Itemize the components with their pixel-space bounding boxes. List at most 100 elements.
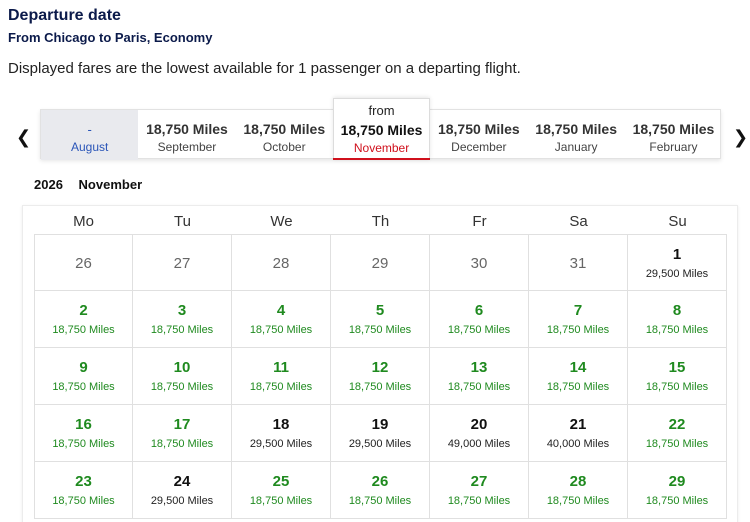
month-tab-november[interactable]: from 18,750 Miles November — [332, 98, 431, 160]
calendar-day-cell[interactable]: 7 18,750 Miles — [529, 291, 628, 348]
calendar-day-cell[interactable]: 6 18,750 Miles — [430, 291, 529, 348]
month-tab-august[interactable]: - August — [41, 110, 139, 160]
calendar-day-cell[interactable]: 17 18,750 Miles — [133, 405, 232, 462]
calendar-day-cell[interactable]: 21 40,000 Miles — [529, 405, 628, 462]
month-tab-october[interactable]: 18,750 Miles October — [236, 110, 333, 160]
day-fare: 18,750 Miles — [249, 495, 313, 507]
month-tab-september[interactable]: 18,750 Miles September — [138, 110, 235, 160]
calendar-day-cell[interactable]: 23 18,750 Miles — [34, 462, 133, 519]
calendar-day-cell[interactable]: 11 18,750 Miles — [232, 348, 331, 405]
calendar-day-cell[interactable]: 1 29,500 Miles — [628, 234, 727, 291]
month-label: January — [554, 140, 598, 154]
calendar-day-cell[interactable]: 8 18,750 Miles — [628, 291, 727, 348]
day-number: 13 — [470, 359, 488, 376]
month-tab-january[interactable]: 18,750 Miles January — [528, 110, 625, 160]
month-price: - — [87, 122, 92, 137]
day-number: 31 — [569, 255, 587, 272]
month-price: 18,750 Miles — [437, 121, 520, 137]
calendar-day-cell[interactable]: 18 29,500 Miles — [232, 405, 331, 462]
month-price: 18,750 Miles — [243, 121, 326, 137]
weekday-su: Su — [668, 213, 687, 230]
selected-month-underline — [332, 158, 431, 160]
day-number: 17 — [173, 416, 191, 433]
day-fare: 18,750 Miles — [645, 381, 709, 393]
day-fare: 29,500 Miles — [249, 438, 313, 450]
month-label: December — [451, 140, 507, 154]
day-number: 30 — [470, 255, 488, 272]
day-fare: 29,500 Miles — [348, 438, 412, 450]
calendar-day-cell[interactable]: 13 18,750 Miles — [430, 348, 529, 405]
chevron-right-icon[interactable]: ❯ — [733, 127, 749, 147]
day-number: 21 — [569, 416, 587, 433]
calendar-day-cell: 30 — [430, 234, 529, 291]
month-tab-december[interactable]: 18,750 Miles December — [430, 110, 527, 160]
page-title: Departure date — [8, 7, 121, 24]
calendar-day-cell[interactable]: 4 18,750 Miles — [232, 291, 331, 348]
calendar-day-cell[interactable]: 28 18,750 Miles — [529, 462, 628, 519]
day-number: 26 — [371, 473, 389, 490]
weekday-tu: Tu — [174, 213, 191, 230]
day-number: 25 — [272, 473, 290, 490]
day-fare: 18,750 Miles — [645, 324, 709, 336]
month-label: November — [353, 141, 410, 155]
month-label: February — [649, 140, 698, 154]
day-number: 15 — [668, 359, 686, 376]
calendar-day-cell[interactable]: 10 18,750 Miles — [133, 348, 232, 405]
calendar-day-cell[interactable]: 19 29,500 Miles — [331, 405, 430, 462]
calendar-day-cell: 31 — [529, 234, 628, 291]
month-from-label: from — [368, 103, 395, 118]
day-number: 22 — [668, 416, 686, 433]
calendar-day-cell[interactable]: 15 18,750 Miles — [628, 348, 727, 405]
weekday-fr: Fr — [472, 213, 487, 230]
calendar-year: 2026 — [34, 177, 63, 192]
calendar-day-cell[interactable]: 27 18,750 Miles — [430, 462, 529, 519]
calendar-day-cell[interactable]: 20 49,000 Miles — [430, 405, 529, 462]
calendar-day-cell[interactable]: 2 18,750 Miles — [34, 291, 133, 348]
day-fare: 18,750 Miles — [52, 324, 115, 336]
month-label: October — [262, 140, 306, 154]
day-number: 2 — [79, 302, 88, 319]
calendar-day-cell[interactable]: 25 18,750 Miles — [232, 462, 331, 519]
calendar-day-cell[interactable]: 9 18,750 Miles — [34, 348, 133, 405]
day-number: 23 — [75, 473, 92, 490]
day-number: 7 — [573, 302, 583, 319]
weekday-th: Th — [371, 213, 390, 230]
day-number: 6 — [474, 302, 484, 319]
day-fare: 18,750 Miles — [150, 324, 214, 336]
month-tab-february[interactable]: 18,750 Miles February — [625, 110, 722, 160]
fare-info-text: Displayed fares are the lowest available… — [8, 60, 521, 77]
day-fare: 18,750 Miles — [447, 495, 511, 507]
calendar-month: November — [78, 177, 143, 192]
weekday-mo: Mo — [73, 213, 94, 230]
day-fare: 18,750 Miles — [52, 438, 115, 450]
calendar-day-cell[interactable]: 29 18,750 Miles — [628, 462, 727, 519]
day-fare: 49,000 Miles — [447, 438, 511, 450]
calendar-day-cell: 27 — [133, 234, 232, 291]
day-fare: 18,750 Miles — [645, 438, 709, 450]
day-fare: 18,750 Miles — [447, 324, 511, 336]
calendar-day-cell: 29 — [331, 234, 430, 291]
month-price: 18,750 Miles — [340, 122, 423, 138]
calendar-day-cell[interactable]: 14 18,750 Miles — [529, 348, 628, 405]
chevron-left-icon[interactable]: ❮ — [16, 127, 32, 147]
day-number: 19 — [371, 416, 389, 433]
calendar-day-cell[interactable]: 12 18,750 Miles — [331, 348, 430, 405]
day-fare: 18,750 Miles — [447, 381, 511, 393]
day-fare: 18,750 Miles — [249, 381, 313, 393]
calendar-day-cell[interactable]: 22 18,750 Miles — [628, 405, 727, 462]
day-number: 12 — [371, 359, 389, 376]
day-number: 3 — [177, 302, 187, 319]
day-fare: 18,750 Miles — [150, 438, 214, 450]
calendar-day-cell[interactable]: 16 18,750 Miles — [34, 405, 133, 462]
day-fare: 18,750 Miles — [249, 324, 313, 336]
day-number: 11 — [273, 359, 289, 376]
calendar-day-cell[interactable]: 24 29,500 Miles — [133, 462, 232, 519]
day-number: 28 — [272, 255, 290, 272]
day-number: 27 — [173, 255, 191, 272]
calendar-day-cell[interactable]: 3 18,750 Miles — [133, 291, 232, 348]
day-fare: 18,750 Miles — [150, 381, 214, 393]
day-number: 10 — [173, 359, 191, 376]
calendar-day-cell[interactable]: 5 18,750 Miles — [331, 291, 430, 348]
calendar-day-cell[interactable]: 26 18,750 Miles — [331, 462, 430, 519]
month-price: 18,750 Miles — [535, 121, 618, 137]
